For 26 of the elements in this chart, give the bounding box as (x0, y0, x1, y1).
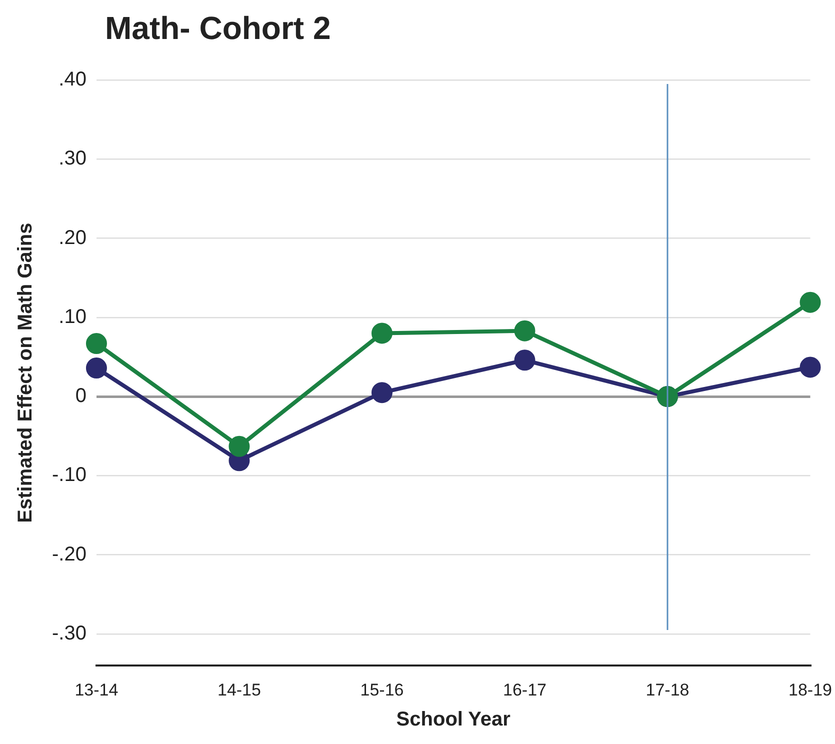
y-tick-label: .10 (58, 306, 86, 328)
chart-title: Math- Cohort 2 (105, 10, 331, 46)
point (514, 350, 536, 371)
y-tick-label: .40 (58, 68, 86, 91)
x-tick-label: 15-16 (360, 680, 404, 700)
x-tick-label: 13-14 (74, 680, 118, 700)
x-tick-label: 18-19 (788, 680, 832, 700)
x-axis-title: School Year (396, 708, 511, 731)
point (800, 356, 821, 378)
point (371, 382, 392, 404)
y-tick-label: -.20 (52, 543, 86, 566)
y-tick-label: 0 (75, 385, 86, 408)
point (371, 322, 392, 344)
point (86, 333, 107, 354)
y-tick-label: .20 (58, 226, 86, 249)
point (514, 320, 536, 342)
point (800, 292, 821, 313)
y-tick-label: .30 (58, 148, 86, 170)
y-tick-label: -.10 (52, 464, 86, 486)
y-tick-label: -.30 (52, 622, 86, 644)
point (86, 358, 107, 379)
x-tick-label: 17-18 (646, 680, 690, 700)
point (228, 436, 250, 457)
x-tick-label: 16-17 (503, 680, 546, 700)
x-tick-label: 14-15 (217, 680, 261, 700)
y-axis-title: Estimated Effect on Math Gains (14, 222, 37, 523)
